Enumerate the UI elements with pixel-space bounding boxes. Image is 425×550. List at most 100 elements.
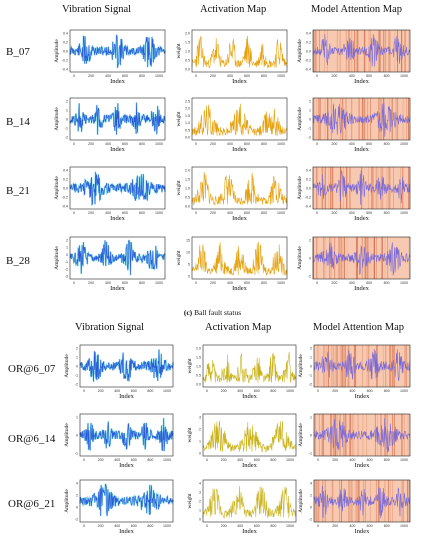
y-tick-label: -1 bbox=[65, 260, 68, 264]
y-tick-label: -0.2 bbox=[305, 59, 311, 63]
x-tick-label: 400 bbox=[237, 389, 243, 393]
y-tick-label: 3 bbox=[199, 491, 201, 495]
x-tick-label: 600 bbox=[244, 281, 250, 285]
row-label-b14: B_14 bbox=[6, 116, 30, 128]
x-tick-label: 800 bbox=[384, 281, 390, 285]
y-axis-label: Amplitude bbox=[297, 246, 303, 270]
x-axis-label: Index bbox=[232, 285, 248, 292]
y-tick-label: 1 bbox=[76, 356, 78, 360]
x-tick-label: 400 bbox=[227, 74, 233, 78]
x-tick-label: 800 bbox=[261, 142, 267, 146]
y-tick-label: 0.0 bbox=[185, 136, 190, 140]
y-tick-label: -0.2 bbox=[62, 196, 68, 200]
y-tick-label: 4 bbox=[310, 482, 312, 486]
x-axis-label: Index bbox=[119, 528, 135, 535]
x-axis-label: Index bbox=[232, 78, 248, 85]
x-tick-label: 0 bbox=[316, 74, 318, 78]
x-tick-label: 800 bbox=[147, 524, 153, 528]
y-tick-label: -0.2 bbox=[305, 196, 311, 200]
x-axis-label: Index bbox=[242, 528, 258, 535]
x-tick-label: 0 bbox=[83, 524, 85, 528]
x-tick-label: 1000 bbox=[400, 281, 408, 285]
x-tick-label: 200 bbox=[332, 458, 338, 462]
y-tick-label: 2.0 bbox=[185, 107, 190, 111]
y-tick-label: -1 bbox=[75, 374, 78, 378]
x-tick-label: 0 bbox=[206, 458, 208, 462]
x-tick-label: 800 bbox=[384, 389, 390, 393]
y-tick-label: 2 bbox=[66, 100, 68, 104]
attention-panel-b3: 2 0 -2 0 200 400 600 800 1000 Index Amplitude bbox=[297, 236, 411, 292]
activation-signal-line bbox=[191, 171, 288, 206]
x-axis-label: Index bbox=[354, 78, 370, 85]
activation-panel-b2: 2.0 1.5 1.0 0.5 0.0 0 200 400 600 800 1000 Index wei… bbox=[176, 166, 288, 222]
x-tick-label: 600 bbox=[131, 389, 137, 393]
x-tick-label: 400 bbox=[237, 524, 243, 528]
x-tick-label: 600 bbox=[366, 281, 372, 285]
y-tick-label: 0.5 bbox=[185, 59, 190, 63]
x-tick-label: 600 bbox=[122, 74, 128, 78]
header-vibration-signal: Vibration Signal bbox=[62, 4, 132, 15]
activation-panel-b1: 2.5 2.0 1.5 1.0 0.5 0.0 0 200 400 600 800 1000 Index… bbox=[176, 97, 288, 153]
x-tick-label: 400 bbox=[349, 458, 355, 462]
x-tick-label: 0 bbox=[195, 211, 197, 215]
x-tick-label: 1000 bbox=[155, 142, 163, 146]
x-tick-label: 400 bbox=[114, 389, 120, 393]
y-axis-label: Amplitude bbox=[297, 176, 303, 200]
x-tick-label: 400 bbox=[349, 389, 355, 393]
x-axis-label: Index bbox=[355, 528, 371, 535]
x-tick-label: 1000 bbox=[286, 389, 294, 393]
axes-frame bbox=[69, 166, 166, 210]
x-tick-label: 0 bbox=[206, 524, 208, 528]
y-tick-label: 0.0 bbox=[306, 50, 311, 54]
y-axis-label: Amplitude bbox=[64, 489, 70, 513]
y-tick-label: 0.4 bbox=[306, 169, 311, 173]
x-tick-label: 800 bbox=[139, 211, 145, 215]
attention-signal-line bbox=[313, 348, 411, 382]
x-tick-label: 400 bbox=[237, 458, 243, 462]
attention-panel-b0: 0.4 0.2 0.0 -0.2 -0.4 0 200 400 600 800 1000 Index A… bbox=[297, 29, 411, 85]
y-tick-label: 0 bbox=[76, 506, 78, 510]
y-tick-label: 0 bbox=[199, 452, 201, 456]
x-tick-label: 0 bbox=[73, 281, 75, 285]
x-tick-label: 600 bbox=[366, 211, 372, 215]
y-tick-label: 1.5 bbox=[185, 178, 190, 182]
y-tick-label: 1.0 bbox=[185, 50, 190, 54]
y-tick-label: 1 bbox=[66, 246, 68, 250]
row-label-or14: OR@6_14 bbox=[8, 433, 56, 445]
header-activation-map: Activation Map bbox=[200, 4, 267, 15]
x-tick-label: 400 bbox=[349, 142, 355, 146]
y-tick-label: -2 bbox=[308, 136, 311, 140]
y-tick-label: 4 bbox=[199, 482, 201, 486]
x-tick-label: 0 bbox=[195, 74, 197, 78]
y-tick-label: 0 bbox=[188, 275, 190, 279]
x-tick-label: 1000 bbox=[155, 281, 163, 285]
x-tick-label: 1000 bbox=[286, 458, 294, 462]
activation-panel-or2: 4 3 2 1 0 0 200 400 600 800 1000 Index weight bbox=[187, 479, 297, 535]
header-attention-map: Model Attention Map bbox=[311, 4, 402, 15]
y-tick-label: 0 bbox=[76, 434, 78, 438]
y-tick-label: -0.4 bbox=[62, 68, 68, 72]
x-tick-label: 1000 bbox=[277, 211, 285, 215]
x-tick-label: 400 bbox=[349, 524, 355, 528]
y-tick-label: 1.5 bbox=[185, 41, 190, 45]
y-tick-label: 2.5 bbox=[185, 100, 190, 104]
x-tick-label: 800 bbox=[270, 524, 276, 528]
y-tick-label: 0 bbox=[199, 518, 201, 522]
x-axis-label: Index bbox=[354, 285, 370, 292]
x-tick-label: 1000 bbox=[400, 74, 408, 78]
y-tick-label: 2 bbox=[199, 500, 201, 504]
vibration-signal-line bbox=[69, 171, 166, 206]
y-axis-label: weight bbox=[176, 111, 182, 126]
y-tick-label: 0.0 bbox=[63, 50, 68, 54]
y-tick-label: 0 bbox=[66, 118, 68, 122]
axes-frame bbox=[313, 479, 411, 523]
y-axis-label: Amplitude bbox=[64, 354, 70, 378]
x-tick-label: 200 bbox=[210, 74, 216, 78]
y-tick-label: -0.4 bbox=[62, 205, 68, 209]
vibration-panel-b3: 2 1 0 -1 -2 -3 0 200 400 600 800 1000 Index Amplitude bbox=[54, 236, 166, 292]
x-tick-label: 800 bbox=[270, 389, 276, 393]
y-tick-label: 1 bbox=[199, 440, 201, 444]
x-axis-label: Index bbox=[110, 78, 126, 85]
y-tick-label: 10 bbox=[186, 251, 190, 255]
x-tick-label: 1000 bbox=[163, 389, 171, 393]
